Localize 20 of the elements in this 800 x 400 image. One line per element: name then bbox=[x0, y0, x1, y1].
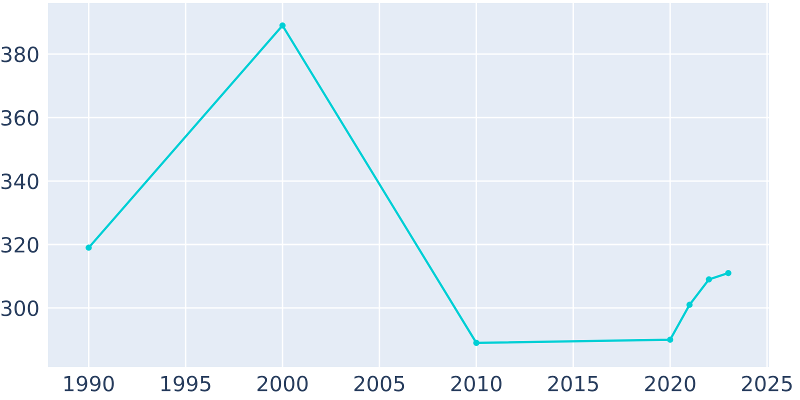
y-tick-label: 320 bbox=[1, 236, 38, 253]
x-tick-label: 2000 bbox=[258, 376, 308, 392]
y-tick-label: 380 bbox=[1, 46, 38, 62]
x-tick-label: 1995 bbox=[161, 376, 210, 392]
point bbox=[279, 22, 286, 29]
point bbox=[473, 340, 480, 346]
x-tick-label: 2010 bbox=[451, 376, 502, 392]
y-tick-label: 340 bbox=[1, 173, 38, 190]
y-tick-label: 300 bbox=[1, 300, 38, 316]
x-tick-label: 2020 bbox=[645, 376, 696, 392]
point bbox=[725, 270, 732, 276]
point bbox=[86, 244, 92, 251]
x-tick-label: 2005 bbox=[354, 376, 404, 392]
x-tick-label: 2015 bbox=[548, 376, 598, 392]
point bbox=[686, 302, 693, 308]
point bbox=[667, 336, 674, 343]
point bbox=[706, 276, 712, 283]
x-tick-label: 1990 bbox=[64, 376, 114, 392]
y-tick-label: 360 bbox=[1, 110, 38, 126]
x-tick-label: 2025 bbox=[742, 376, 792, 392]
